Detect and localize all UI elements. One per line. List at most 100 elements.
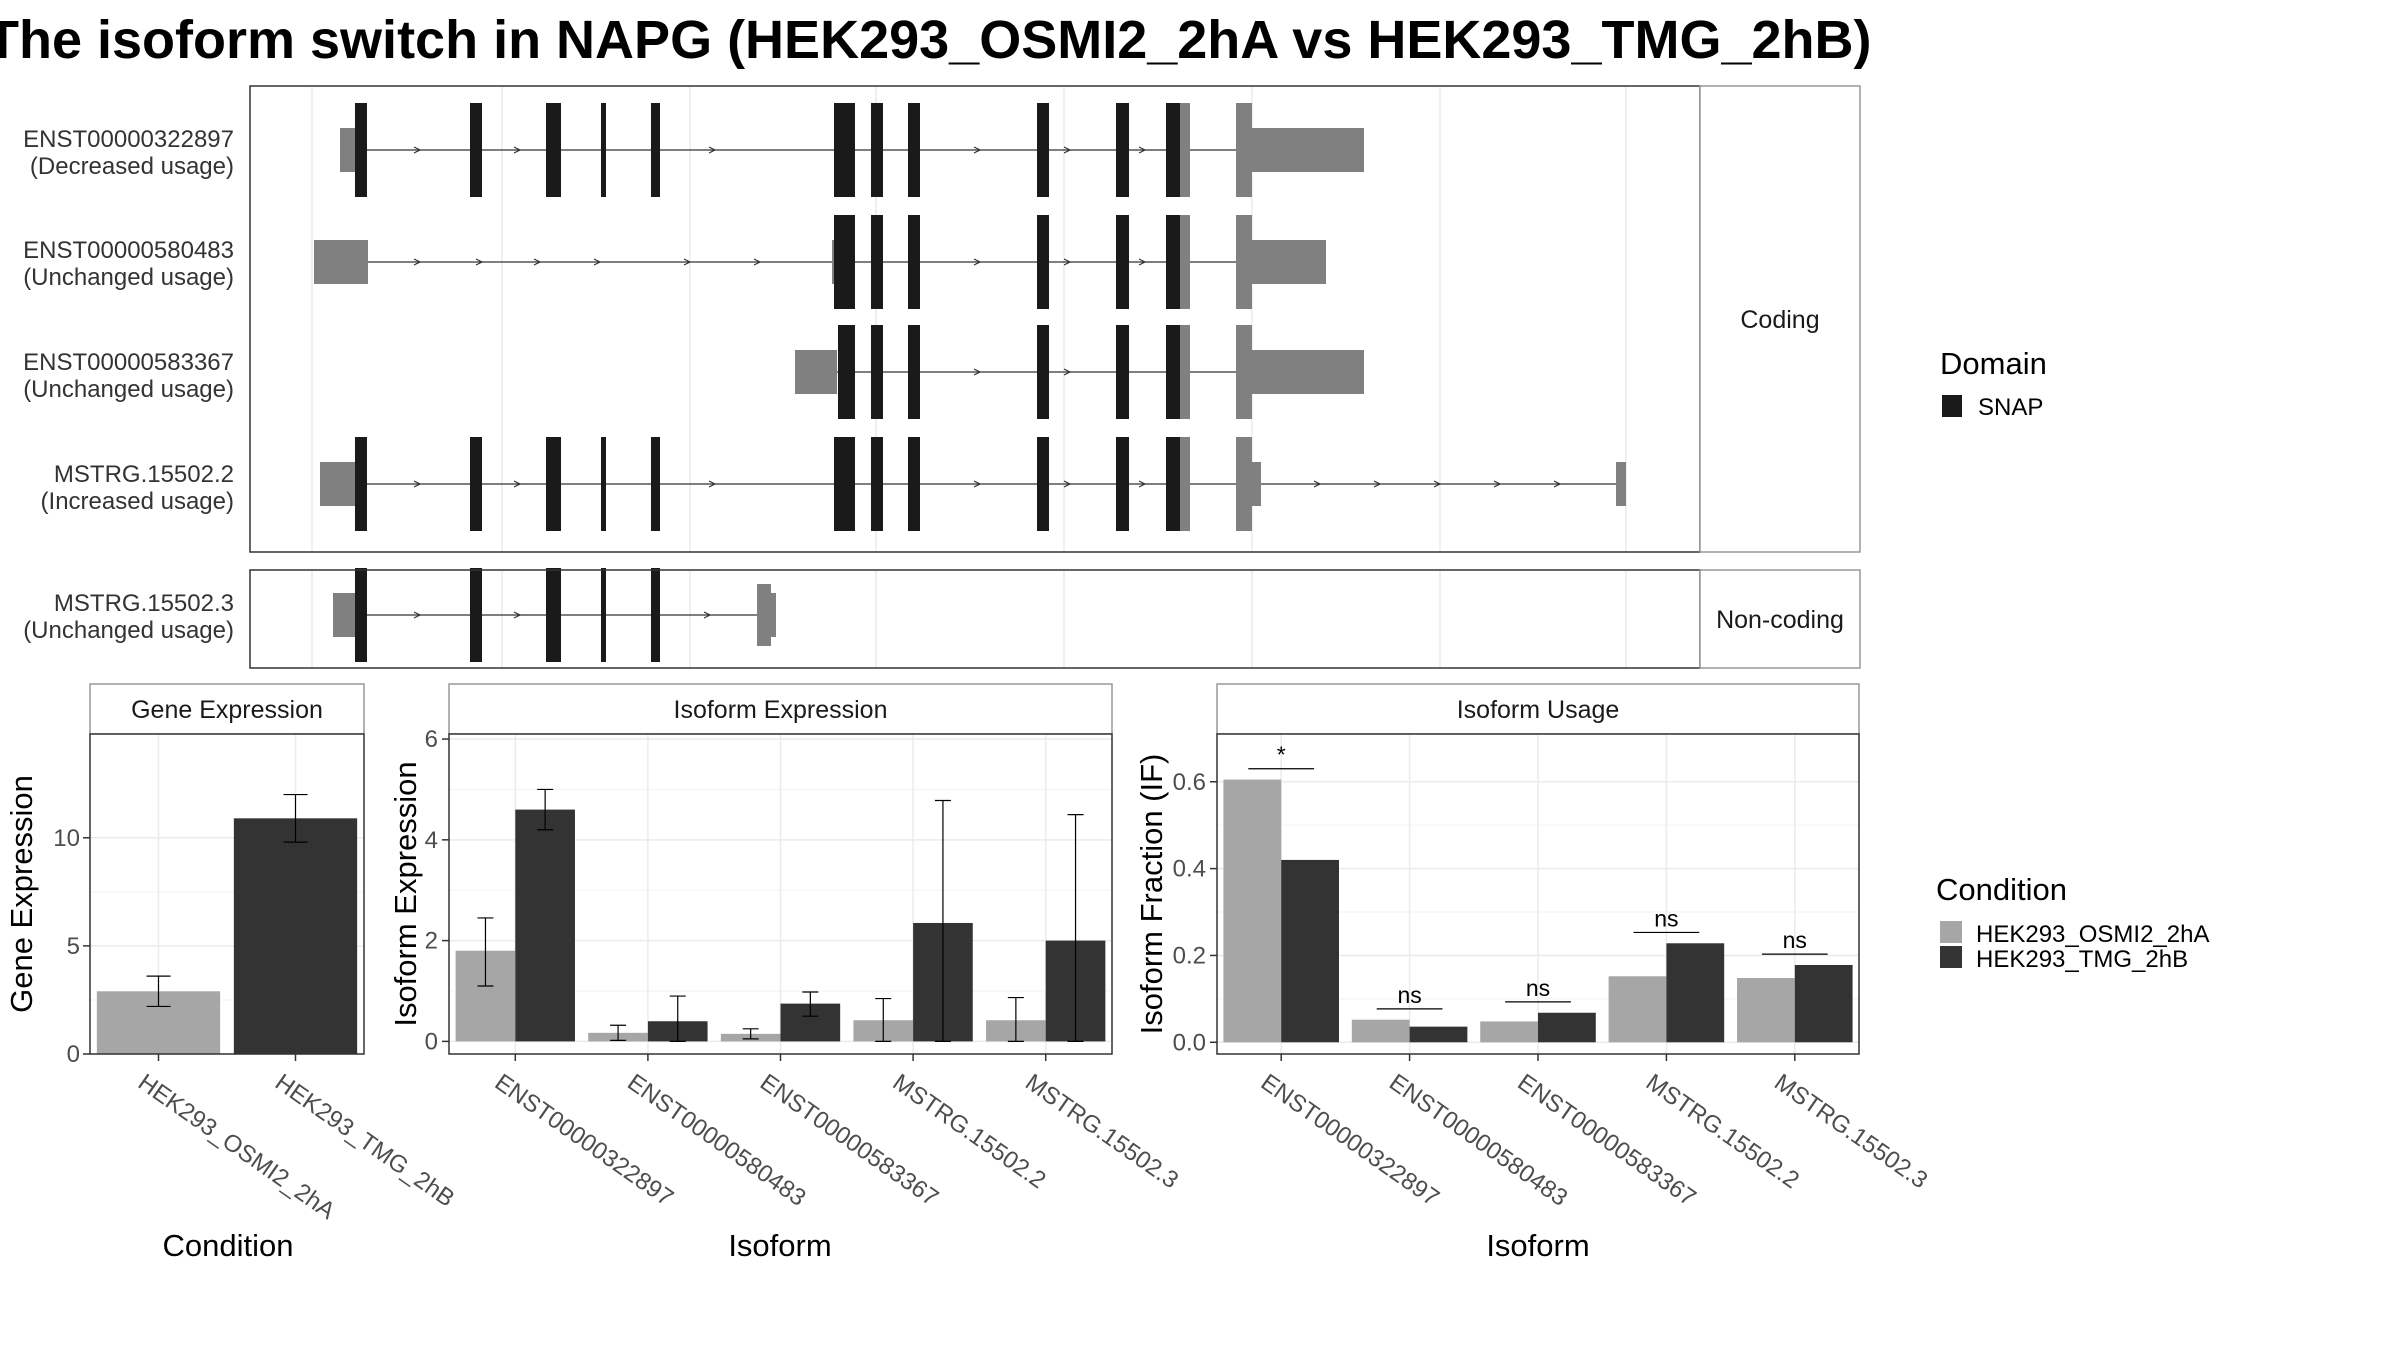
- utr-exon: [320, 462, 355, 506]
- transcript-status-label: (Unchanged usage): [23, 617, 234, 644]
- condition-legend-label: HEK293_TMG_2hB: [1976, 946, 2188, 973]
- significance-label: ns: [1654, 905, 1678, 931]
- strand-arrow: [703, 611, 712, 619]
- x-axis-title: Condition: [163, 1228, 294, 1263]
- strand-arrow: [593, 258, 602, 266]
- transcript-labels: ENST00000322897 (Decreased usage) ENST00…: [23, 126, 234, 644]
- bar: [515, 809, 575, 1042]
- snap-domain-exon: [1037, 103, 1049, 197]
- structure-panel-coding: [249, 85, 1701, 553]
- snap-domain-exon: [1116, 215, 1129, 309]
- snap-domain-exon: [1116, 103, 1129, 197]
- strand-arrow: [753, 258, 762, 266]
- snap-domain-exon: [908, 437, 920, 531]
- strand-arrow: [708, 146, 717, 154]
- y-tick-label: 0.4: [1173, 856, 1206, 883]
- panel-strip-label: Isoform Expression: [674, 696, 888, 724]
- snap-domain-exon: [1166, 215, 1180, 309]
- transcript-id-label: ENST00000322897: [23, 126, 234, 153]
- snap-domain-exon: [838, 325, 855, 419]
- strand-arrow: [973, 368, 982, 376]
- strand-arrow: [708, 480, 717, 488]
- snap-domain-exon: [651, 568, 660, 662]
- strand-arrow: [413, 611, 422, 619]
- y-tick-label: 5: [67, 933, 80, 960]
- domain-legend: Domain SNAP: [1940, 346, 2047, 421]
- strand-arrow: [413, 146, 422, 154]
- snap-domain-exon: [834, 437, 855, 531]
- bar: [1666, 943, 1725, 1043]
- strip-coding: [1699, 85, 1861, 553]
- significance-label: ns: [1526, 975, 1550, 1001]
- utr-exon: [1616, 462, 1626, 506]
- strand-arrow: [1138, 146, 1147, 154]
- strand-arrow: [1373, 480, 1382, 488]
- snap-domain-exon: [601, 437, 606, 531]
- condition-legend-key-osmi: [1940, 921, 1962, 943]
- transcript-id-label: ENST00000583367: [23, 349, 234, 376]
- significance-label: *: [1277, 742, 1286, 768]
- condition-legend-title: Condition: [1936, 872, 2067, 907]
- transcript-id-label: MSTRG.15502.3: [54, 590, 234, 617]
- snap-domain-exon: [601, 103, 606, 197]
- strand-arrow: [1313, 480, 1322, 488]
- transcript-status-label: (Unchanged usage): [23, 264, 234, 291]
- utr-exon: [771, 593, 776, 637]
- strand-arrow: [413, 480, 422, 488]
- snap-domain-exon: [546, 103, 561, 197]
- snap-domain-exon: [651, 437, 660, 531]
- y-tick-label: 2: [425, 928, 438, 955]
- snap-domain-exon: [908, 325, 920, 419]
- domain-legend-title: Domain: [1940, 346, 2047, 381]
- strand-arrow: [513, 611, 522, 619]
- snap-domain-exon: [601, 568, 606, 662]
- strand-arrow: [1063, 258, 1072, 266]
- strand-arrow: [1433, 480, 1442, 488]
- y-tick-label: 10: [53, 825, 80, 852]
- snap-domain-exon: [871, 103, 883, 197]
- y-tick-label: 6: [425, 726, 438, 753]
- utr-exon: [1252, 350, 1364, 394]
- snap-domain-exon: [1116, 325, 1129, 419]
- condition-legend-label: HEK293_OSMI2_2hA: [1976, 921, 2209, 948]
- utr-exon: [1252, 240, 1326, 284]
- bar: [1409, 1026, 1468, 1043]
- strand-arrow: [475, 258, 484, 266]
- strip-label-noncoding: Non-coding: [1716, 606, 1844, 634]
- strand-arrow: [533, 258, 542, 266]
- panel-border: [89, 733, 365, 1055]
- y-tick-label: 0.2: [1173, 942, 1206, 969]
- snap-domain-exon: [1037, 215, 1049, 309]
- utr-exon: [1236, 103, 1252, 197]
- bar: [1538, 1012, 1596, 1043]
- significance-label: ns: [1783, 927, 1807, 953]
- panel-strip: [1216, 683, 1860, 735]
- structure-panel-background: [250, 86, 1700, 552]
- utr-exon: [1180, 215, 1190, 309]
- structure-panel-background: [250, 570, 1700, 668]
- transcript-id-label: ENST00000580483: [23, 237, 234, 264]
- strand-arrow: [1063, 368, 1072, 376]
- strand-arrow: [1493, 480, 1502, 488]
- utr-exon: [1236, 325, 1252, 419]
- isoform-usage-panel: Isoform Usage*ns nsnsns0.00.20.40.6ENST00…: [1134, 683, 1932, 1263]
- y-axis-title: Isoform Fraction (IF): [1134, 754, 1169, 1035]
- utr-exon: [1252, 462, 1261, 506]
- strand-arrow: [973, 146, 982, 154]
- utr-exon: [757, 584, 771, 646]
- bar: [1223, 779, 1282, 1043]
- snap-domain-exon: [834, 215, 855, 309]
- panel-strip: [448, 683, 1113, 735]
- snap-domain-exon: [1166, 437, 1180, 531]
- snap-domain-exon: [1116, 437, 1129, 531]
- bar: [1794, 964, 1853, 1043]
- snap-domain-exon: [871, 325, 883, 419]
- y-tick-label: 4: [425, 827, 438, 854]
- utr-exon: [1180, 437, 1190, 531]
- y-axis-title: Gene Expression: [4, 775, 39, 1013]
- structure-panel-noncoding: [249, 568, 1701, 669]
- y-tick-label: 0: [425, 1028, 438, 1055]
- isoform-expression-panel: Isoform Expression0246ENST00000322897ENS…: [388, 683, 1183, 1263]
- strand-arrow: [1063, 146, 1072, 154]
